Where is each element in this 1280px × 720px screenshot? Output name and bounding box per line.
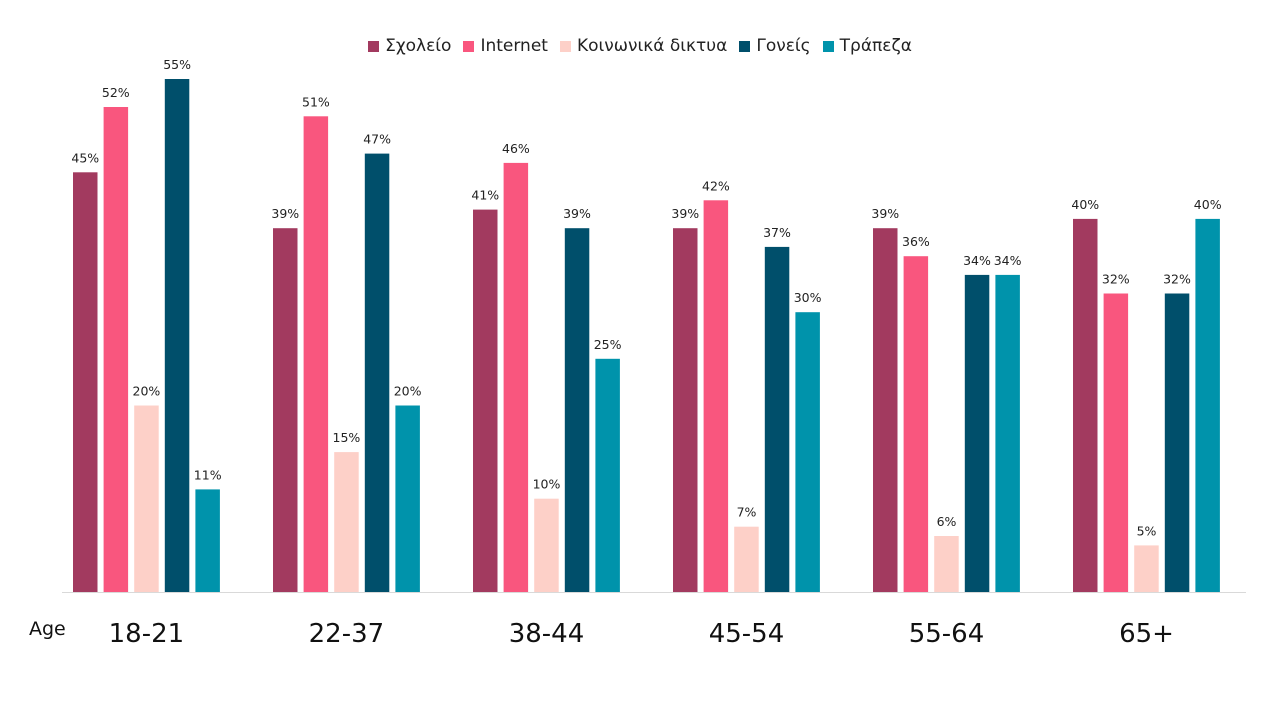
bar xyxy=(364,153,390,592)
data-label: 25% xyxy=(594,337,622,352)
bar xyxy=(734,526,759,592)
data-label: 5% xyxy=(1137,523,1157,538)
data-label: 40% xyxy=(1194,197,1222,212)
data-label: 39% xyxy=(871,206,899,221)
legend-swatch xyxy=(463,40,475,52)
bar xyxy=(334,452,359,592)
legend: Σχολείο Internet Κοινωνικά δικτυα Γονείς Τρά… xyxy=(0,36,1280,56)
legend-item: Τράπεζα xyxy=(822,36,912,56)
data-label: 40% xyxy=(1071,197,1099,212)
bar xyxy=(764,246,790,592)
legend-swatch xyxy=(368,40,380,52)
bar xyxy=(195,489,220,592)
legend-swatch xyxy=(822,40,834,52)
data-label: 55% xyxy=(163,57,191,72)
bar xyxy=(164,79,190,592)
data-label: 37% xyxy=(763,225,791,240)
data-label: 32% xyxy=(1102,272,1130,287)
legend-item: Γονείς xyxy=(739,36,811,56)
legend-label: Τράπεζα xyxy=(839,36,912,56)
bar xyxy=(1134,545,1159,592)
data-label: 11% xyxy=(194,467,222,482)
data-label: 36% xyxy=(902,234,930,249)
category-label: 18-21 xyxy=(109,619,185,649)
data-label: 34% xyxy=(963,253,991,268)
bar xyxy=(595,358,620,592)
data-label: 47% xyxy=(363,132,391,147)
bar xyxy=(503,162,529,592)
bar xyxy=(703,200,729,593)
bar xyxy=(303,116,329,593)
data-label: 15% xyxy=(333,430,361,445)
category-label: 65+ xyxy=(1119,619,1174,649)
category-label: 22-37 xyxy=(309,619,385,649)
data-label: 51% xyxy=(302,94,330,109)
data-label: 10% xyxy=(533,477,561,492)
legend-label: Internet xyxy=(480,36,548,56)
bar xyxy=(395,405,420,592)
bar xyxy=(964,274,990,592)
category-label: 45-54 xyxy=(709,619,785,649)
data-label: 32% xyxy=(1163,272,1191,287)
legend-label: Κοινωνικά δικτυα xyxy=(576,36,728,56)
bar xyxy=(873,228,898,592)
bar xyxy=(103,107,129,592)
data-label: 34% xyxy=(994,253,1022,268)
legend-item: Σχολείο xyxy=(368,36,451,56)
bar xyxy=(1164,293,1190,592)
data-label: 7% xyxy=(737,505,757,520)
bar xyxy=(473,209,498,592)
bar xyxy=(273,228,298,592)
bar xyxy=(1103,293,1129,592)
legend-label: Γονείς xyxy=(756,36,811,56)
bar xyxy=(564,228,590,592)
data-label: 42% xyxy=(702,178,730,193)
data-label: 39% xyxy=(671,206,699,221)
legend-swatch xyxy=(559,40,571,52)
bar xyxy=(1073,218,1098,592)
bar xyxy=(534,498,559,592)
data-label: 46% xyxy=(502,141,530,156)
x-axis-label: Age xyxy=(29,618,66,640)
category-label: 55-64 xyxy=(909,619,985,649)
bar xyxy=(673,228,698,592)
data-label: 30% xyxy=(794,290,822,305)
data-label: 52% xyxy=(102,85,130,100)
data-label: 20% xyxy=(133,384,161,399)
legend-swatch xyxy=(739,40,751,52)
category-label: 38-44 xyxy=(509,619,585,649)
bar xyxy=(1195,218,1220,592)
data-label: 39% xyxy=(271,206,299,221)
bar xyxy=(995,274,1020,592)
bar xyxy=(73,172,98,593)
data-label: 45% xyxy=(71,150,99,165)
legend-item: Internet xyxy=(463,36,548,56)
bar xyxy=(795,312,820,592)
data-label: 20% xyxy=(394,384,422,399)
bar xyxy=(934,536,959,592)
data-label: 41% xyxy=(471,188,499,203)
bar xyxy=(903,256,929,592)
legend-label: Σχολείο xyxy=(385,36,452,56)
bar xyxy=(134,405,159,592)
legend-item: Κοινωνικά δικτυα xyxy=(559,36,728,56)
data-label: 6% xyxy=(937,514,957,529)
data-label: 39% xyxy=(563,206,591,221)
